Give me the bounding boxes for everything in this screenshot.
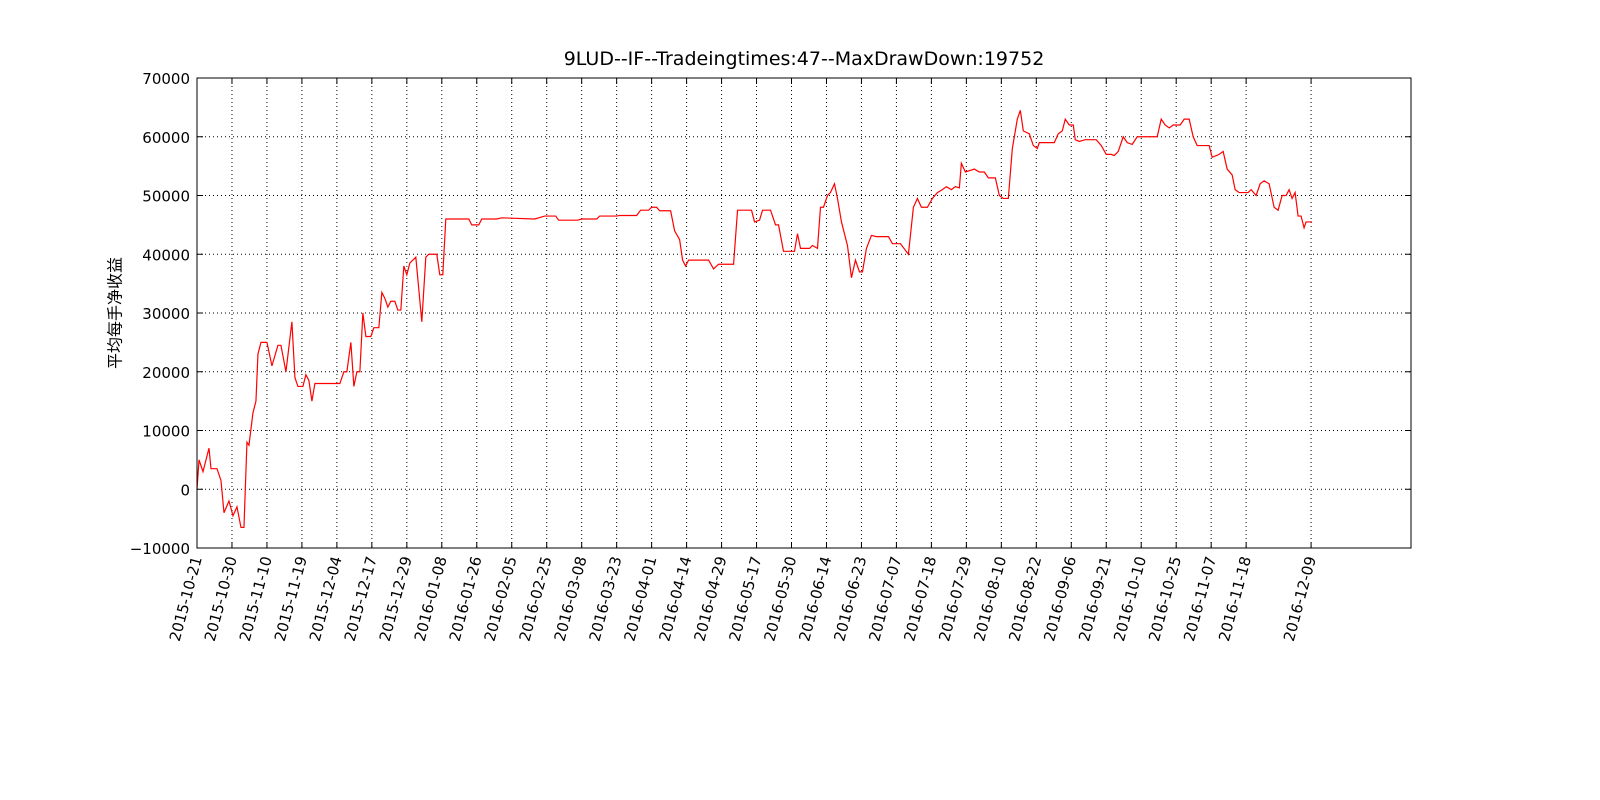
y-tick-label: 40000 — [142, 246, 190, 264]
x-tick-label: 2015-11-10 — [236, 554, 276, 643]
x-tick-label: 2015-11-19 — [271, 554, 311, 643]
y-tick-label: 70000 — [142, 70, 190, 88]
x-tick-label: 2015-12-04 — [306, 554, 346, 643]
x-tick-label: 2016-05-30 — [760, 554, 800, 643]
line — [196, 110, 1313, 529]
x-tick-label: 2016-04-29 — [690, 554, 730, 643]
x-tick-label: 2016-01-08 — [411, 554, 451, 643]
x-tick-label: 2016-09-06 — [1040, 554, 1080, 643]
y-tick-label: 30000 — [142, 305, 190, 323]
x-tick-label: 2016-10-10 — [1110, 554, 1150, 643]
x-tick-label: 2016-07-29 — [935, 554, 975, 643]
x-tick-label: 2016-02-05 — [481, 554, 521, 643]
x-tick-label: 2016-06-14 — [795, 554, 835, 643]
x-tick-label: 2016-10-25 — [1145, 554, 1185, 643]
x-tick-label: 2016-02-25 — [516, 554, 556, 643]
y-tick-label: 60000 — [142, 129, 190, 147]
x-tick-label: 2016-03-08 — [551, 554, 591, 643]
x-tick-label: 2015-12-17 — [341, 554, 381, 643]
x-tick-label: 2016-08-22 — [1005, 554, 1045, 643]
x-tick-label: 2016-04-14 — [656, 554, 696, 643]
x-tick-label: 2016-12-09 — [1280, 554, 1320, 643]
x-tick-label: 2015-10-21 — [166, 554, 206, 643]
y-axis-label: 平均每手净收益 — [106, 257, 125, 369]
y-tick-label: 0 — [180, 481, 190, 499]
plot-frame — [196, 77, 1412, 549]
x-tick-label: 2016-05-17 — [725, 554, 765, 643]
x-tick-label: 2016-06-23 — [830, 554, 870, 643]
y-tick-label: 50000 — [142, 188, 190, 206]
x-tick-label: 2016-07-07 — [865, 554, 905, 643]
x-tick-label: 2016-09-21 — [1075, 554, 1115, 643]
y-tick-label: 10000 — [142, 423, 190, 441]
x-tick-label: 2016-04-01 — [621, 554, 661, 643]
x-tick-label: 2016-03-23 — [586, 554, 626, 643]
x-tick-label: 2016-01-26 — [446, 554, 486, 643]
x-tick-label: 2016-11-18 — [1215, 554, 1255, 643]
x-tick-label: 2016-08-10 — [970, 554, 1010, 643]
x-tick-label: 2015-12-29 — [376, 554, 416, 643]
y-tick-label: 20000 — [142, 364, 190, 382]
y-tick-label: −10000 — [130, 540, 190, 558]
x-tick-label: 2015-10-30 — [201, 554, 241, 643]
x-tick-label: 2016-07-18 — [900, 554, 940, 643]
x-tick-label: 2016-11-07 — [1180, 554, 1220, 643]
chart-title: 9LUD--IF--Tradeingtimes:47--MaxDrawDown:… — [564, 48, 1045, 70]
